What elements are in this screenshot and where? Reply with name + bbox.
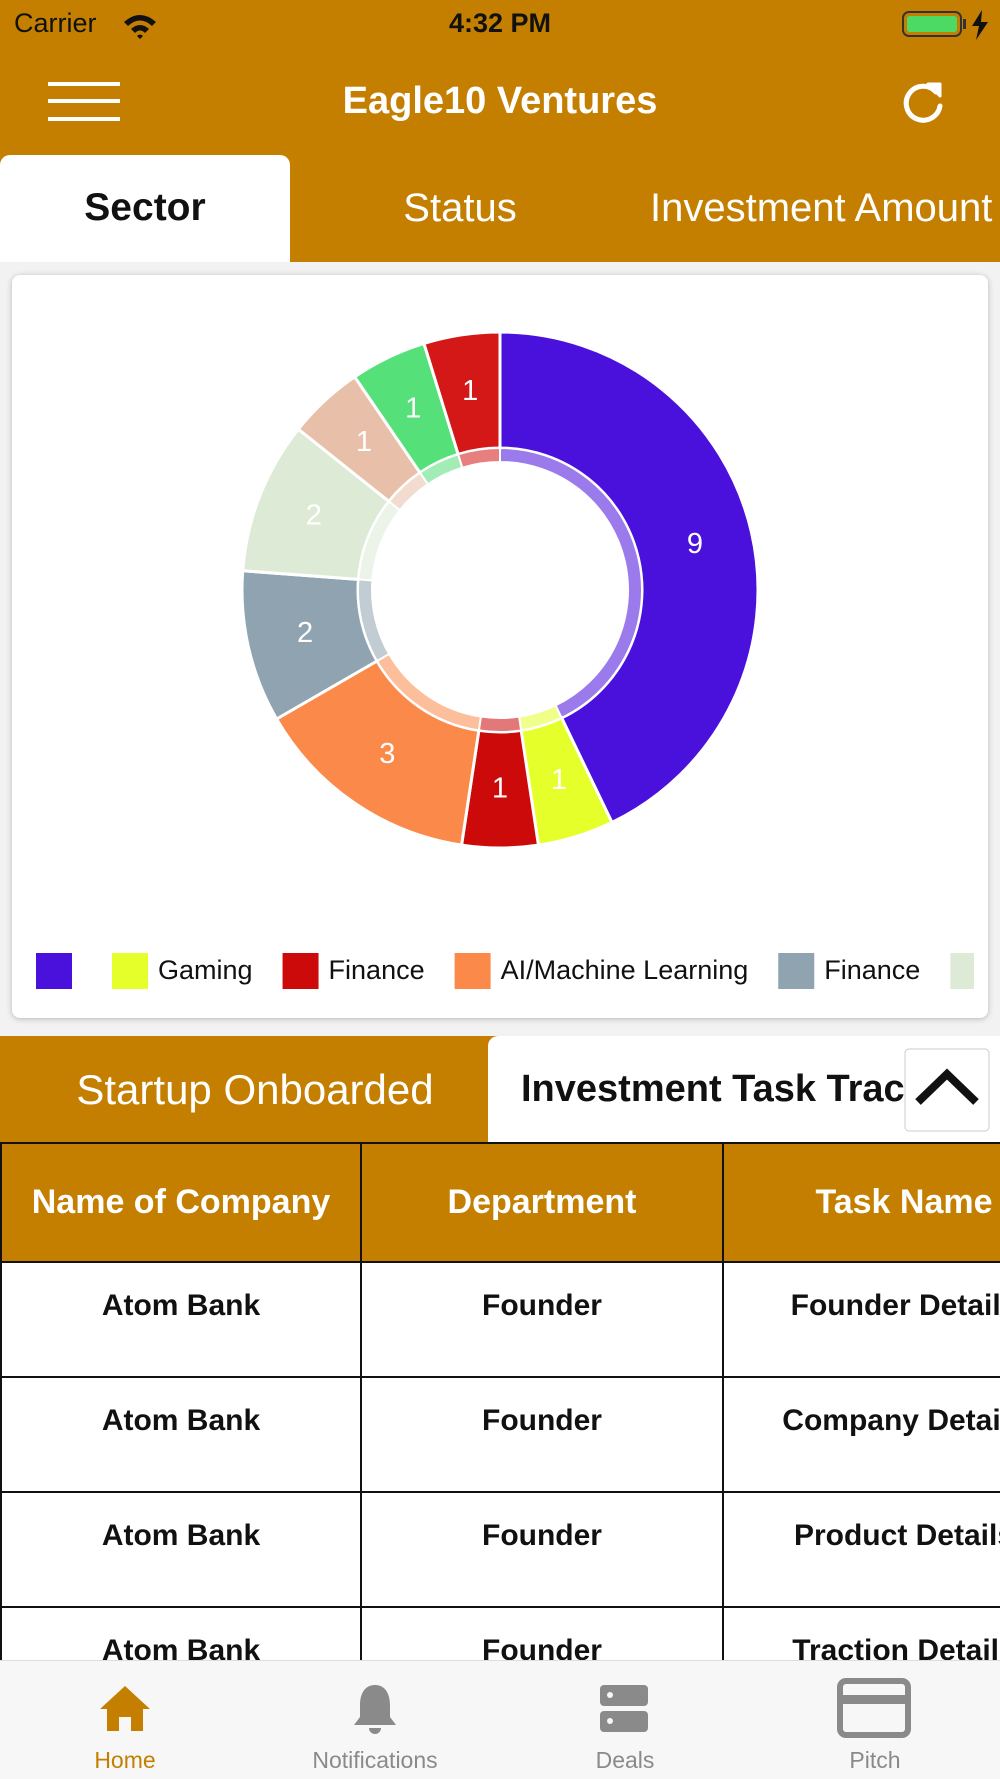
tab-label[interactable]: Status [403, 186, 517, 230]
table-cell: Founder [362, 1493, 724, 1608]
tab-label[interactable]: Investment Task Tracker [521, 1068, 905, 1110]
table-cell: Atom Bank [0, 1263, 362, 1378]
table-cell: Traction Details [724, 1608, 1000, 1660]
tab-label[interactable]: Notifications [312, 1747, 438, 1773]
header-cell: Task Name [724, 1142, 1000, 1263]
table-cell: Founder Details [724, 1263, 1000, 1378]
bell-icon[interactable] [350, 1681, 400, 1735]
deals-icon[interactable] [598, 1683, 650, 1735]
scroll-up-button[interactable] [904, 1048, 990, 1132]
legend-swatch [282, 953, 319, 989]
legend-swatch [36, 953, 72, 989]
slice-label: 1 [462, 375, 478, 407]
tab-label[interactable]: Investment Amount [650, 186, 993, 230]
tab-label[interactable]: Deals [595, 1747, 655, 1773]
table-cell: Atom Bank [0, 1493, 362, 1608]
menu-button[interactable] [46, 80, 122, 124]
table-cell: Founder [362, 1263, 724, 1378]
table-cell: Atom Bank [0, 1378, 362, 1493]
wifi-icon [124, 15, 156, 39]
legend-label: Finance [329, 955, 425, 985]
home-icon[interactable] [98, 1683, 152, 1733]
slice-label: 3 [379, 738, 395, 770]
refresh-button[interactable] [898, 78, 948, 128]
header-cell: Department [362, 1142, 724, 1263]
task-table: Name of Company Department Task Name Atom B… [0, 1142, 1000, 1660]
app-title: Eagle10 Ventures [342, 80, 658, 122]
legend-swatch [778, 953, 815, 989]
legend-label: Finance [824, 955, 920, 985]
header-cell: Name of Company [0, 1142, 362, 1263]
pitch-icon[interactable] [836, 1677, 912, 1739]
table-cell: Company Details [724, 1378, 1000, 1493]
slice-label: 1 [405, 392, 421, 424]
tab-label[interactable]: Pitch [849, 1747, 901, 1773]
legend-swatch [950, 953, 974, 989]
tab-bar: Home Notifications Deals Pitch [0, 1660, 1000, 1779]
active-tab[interactable] [0, 155, 290, 262]
time: 4:32 PM [448, 8, 552, 38]
slice-inner-ring [456, 446, 501, 469]
battery-icon [902, 10, 988, 40]
slice-label: 1 [356, 426, 372, 458]
legend-swatch [454, 953, 491, 989]
legend-label: Gaming [158, 955, 253, 985]
tab-label[interactable]: Sector [84, 186, 206, 229]
slice-label: 1 [492, 773, 508, 805]
slice-label: 2 [297, 617, 313, 649]
slice-inner-ring [477, 715, 523, 733]
slice-label: 1 [551, 764, 567, 796]
donut-chart: 9 1 1 3 2 2 1 1 1 Gaming Finance AI/Machine Learnin… [36, 330, 974, 989]
slice-label: 2 [306, 500, 322, 532]
legend-swatch [112, 953, 148, 989]
tab-label[interactable]: Home [94, 1747, 156, 1773]
table-cell: Founder [362, 1378, 724, 1493]
legend-label: AI/Machine Learning [501, 955, 749, 985]
slice-label: 9 [687, 528, 703, 560]
table-cell: Atom Bank [0, 1608, 362, 1660]
tab-label[interactable]: Startup Onboarded [76, 1066, 434, 1113]
table-cell: Product Details [724, 1493, 1000, 1608]
carrier: Carrier [14, 8, 97, 38]
table-cell: Founder [362, 1608, 724, 1660]
